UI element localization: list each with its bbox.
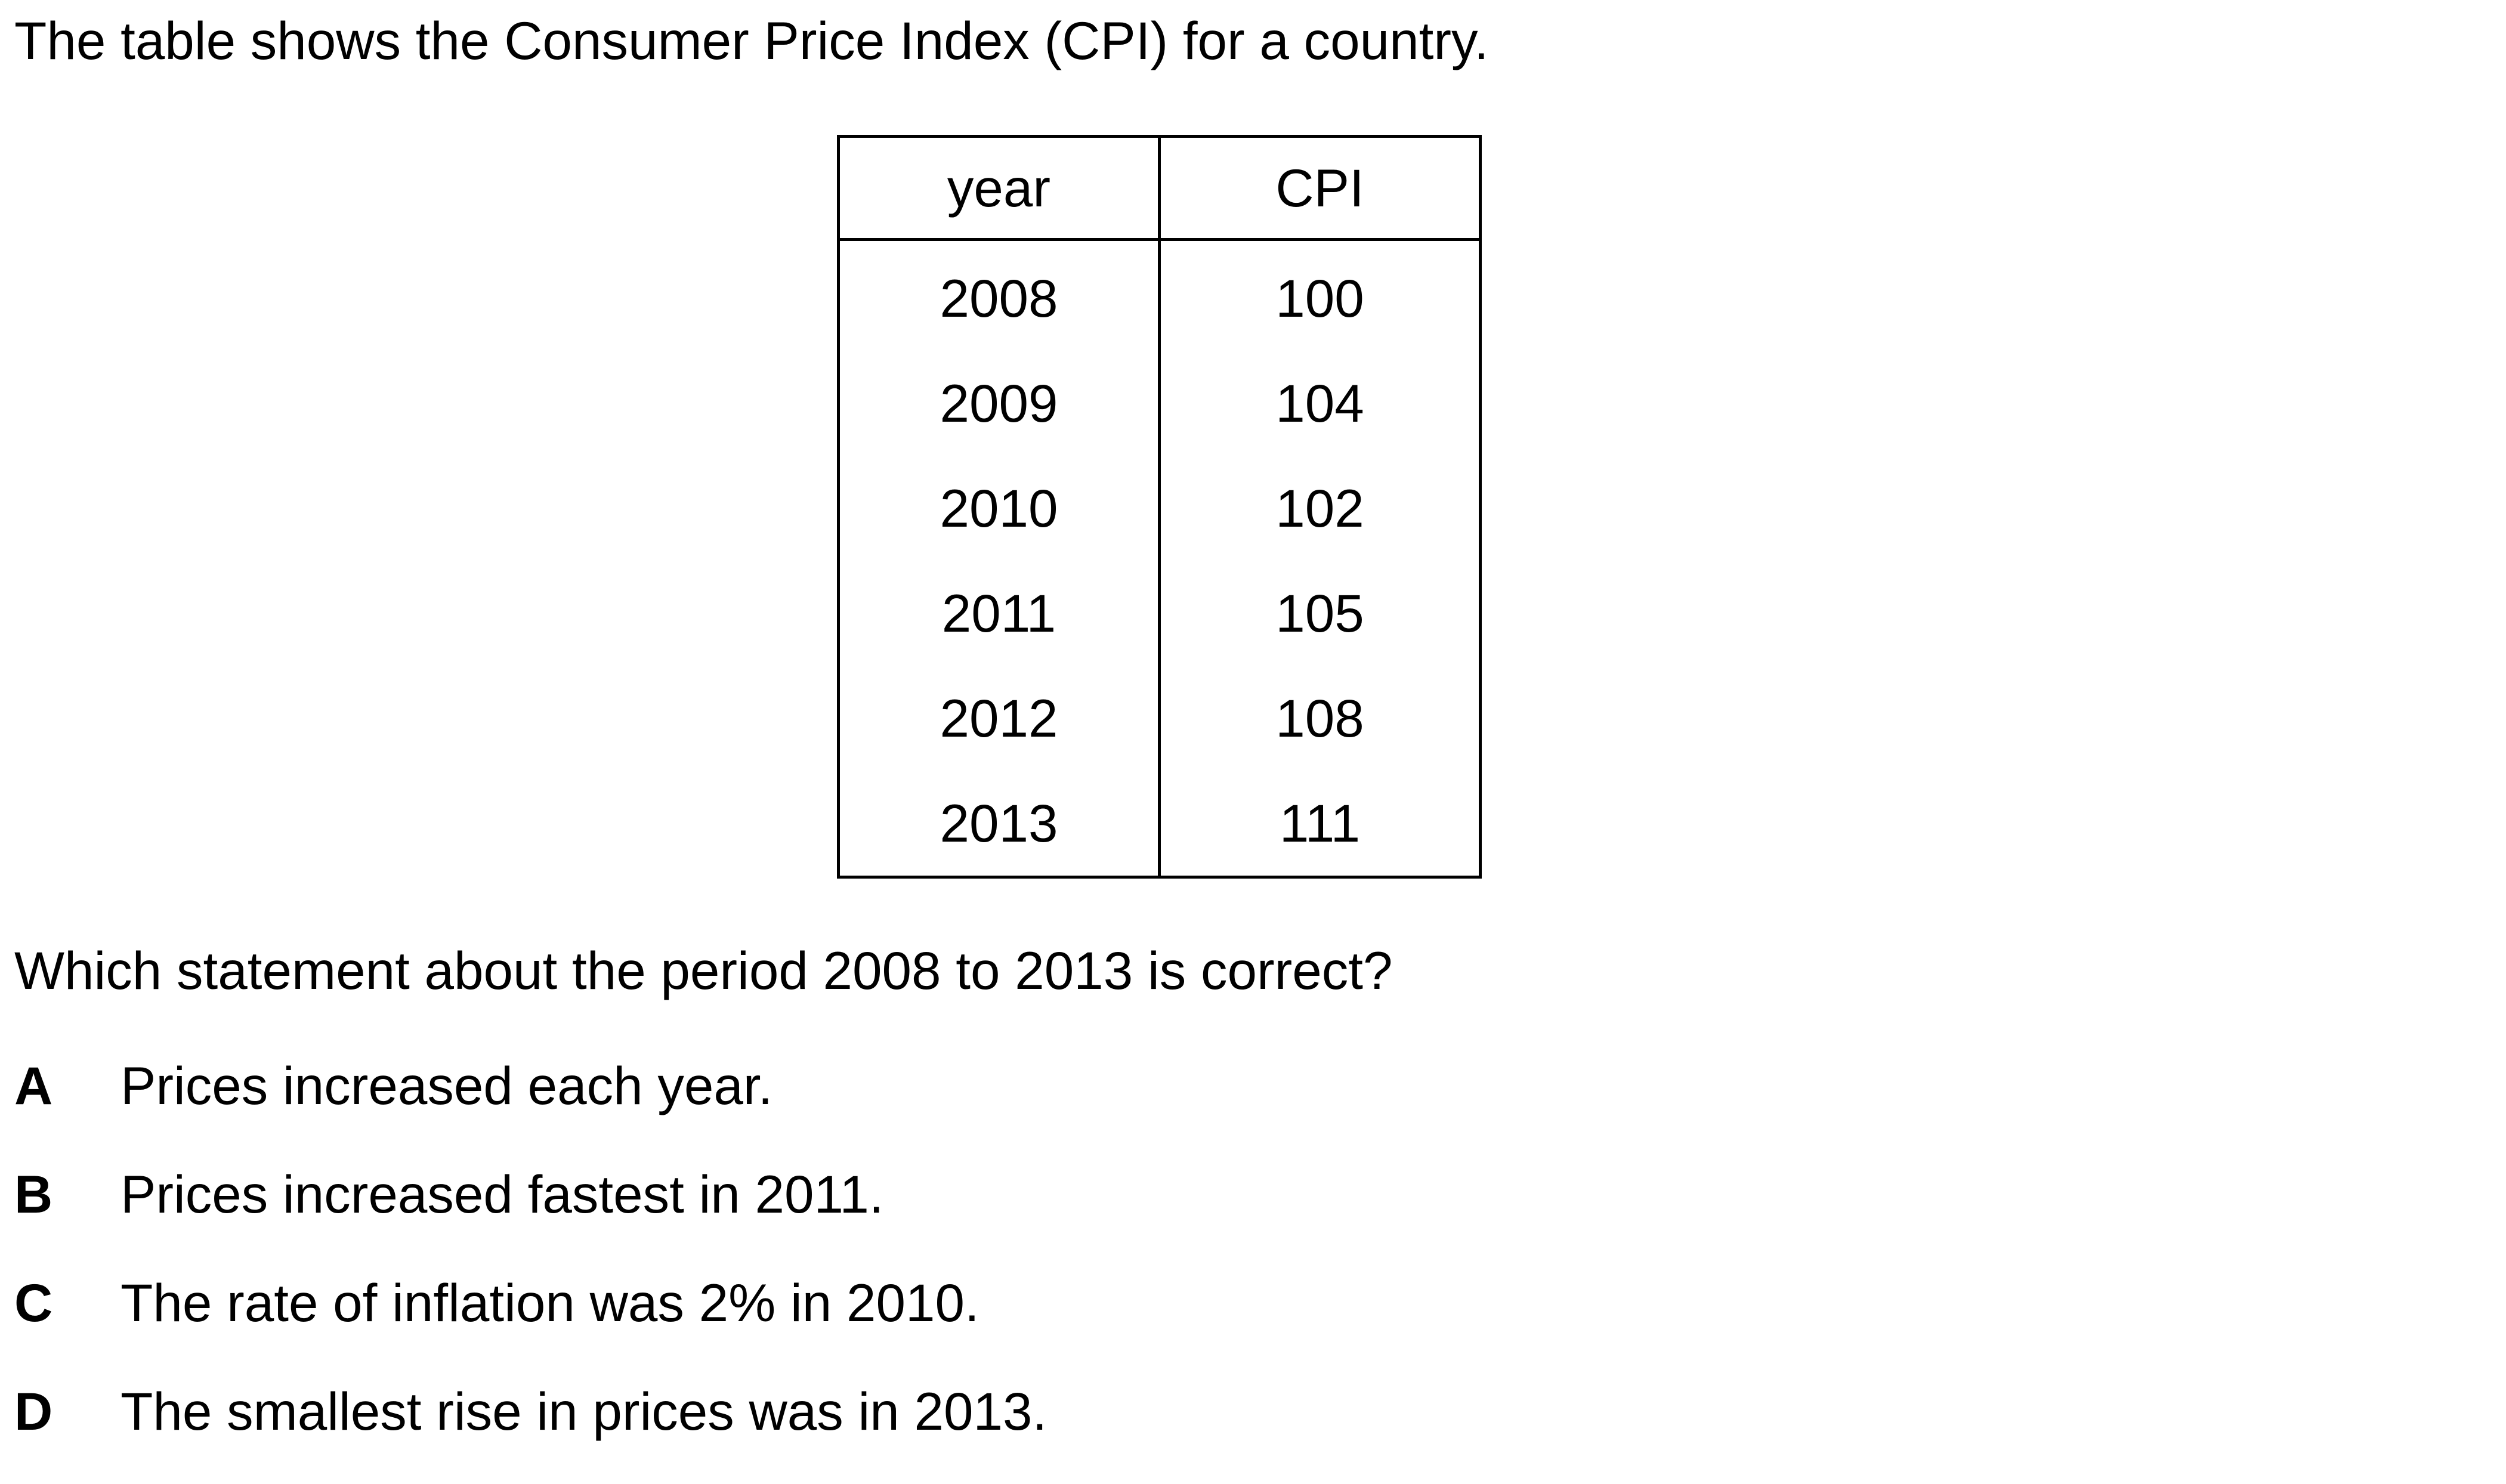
table-row: 2011 105	[837, 561, 1482, 666]
table-header-row: year CPI	[837, 135, 1482, 241]
option-text: Prices increased each year.	[120, 1056, 773, 1115]
option-letter: C	[14, 1273, 53, 1332]
cpi-cell: 100	[1158, 239, 1482, 351]
option-letter: D	[14, 1381, 53, 1441]
year-cell: 2012	[837, 666, 1161, 771]
option-text: Prices increased fastest in 2011.	[120, 1164, 884, 1224]
option-a[interactable]: A Prices increased each year.	[14, 1050, 1047, 1158]
option-text: The smallest rise in prices was in 2013.	[120, 1381, 1047, 1441]
cpi-cell: 108	[1158, 666, 1482, 771]
year-cell: 2009	[837, 351, 1161, 456]
cpi-cell: 102	[1158, 456, 1482, 561]
option-letter: A	[14, 1056, 53, 1115]
question-text: Which statement about the period 2008 to…	[14, 941, 1393, 1000]
option-d[interactable]: D The smallest rise in prices was in 201…	[14, 1375, 1047, 1484]
cpi-cell: 105	[1158, 561, 1482, 666]
table-row: 2008 100	[837, 239, 1482, 351]
year-cell: 2008	[837, 239, 1161, 351]
table-row: 2012 108	[837, 666, 1482, 771]
year-column-header: year	[837, 135, 1161, 241]
year-cell: 2013	[837, 771, 1161, 877]
cpi-column-header: CPI	[1158, 135, 1482, 241]
option-letter: B	[14, 1164, 53, 1224]
option-b[interactable]: B Prices increased fastest in 2011.	[14, 1158, 1047, 1267]
option-text: The rate of inflation was 2% in 2010.	[120, 1273, 979, 1332]
year-cell: 2010	[837, 456, 1161, 561]
table-row: 2009 104	[837, 351, 1482, 456]
answer-options: A Prices increased each year. B Prices i…	[14, 1050, 1047, 1484]
cpi-cell: 104	[1158, 351, 1482, 456]
year-cell: 2011	[837, 561, 1161, 666]
intro-text: The table shows the Consumer Price Index…	[14, 11, 1489, 70]
cpi-cell: 111	[1158, 771, 1482, 877]
option-c[interactable]: C The rate of inflation was 2% in 2010.	[14, 1267, 1047, 1375]
cpi-table: year CPI 2008 100 2009 104 2010 102 2011…	[837, 135, 1482, 879]
table-row: 2013 111	[837, 771, 1482, 877]
table-row: 2010 102	[837, 456, 1482, 561]
